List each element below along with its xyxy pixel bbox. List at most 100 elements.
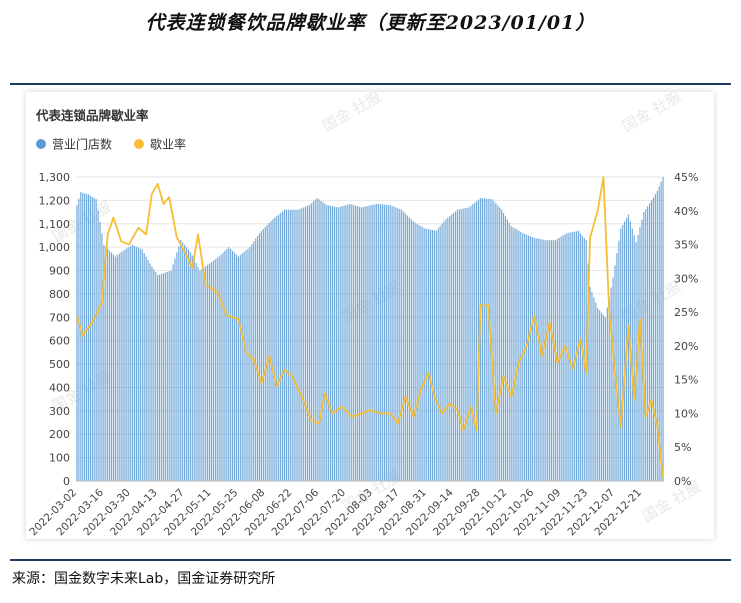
bar	[149, 263, 151, 481]
bar	[276, 215, 278, 481]
bar	[274, 217, 276, 481]
y-axis-left: 0 100 200 300 400 500 600 700 800 900 1,000 1,100 1,…	[39, 171, 71, 488]
bar	[437, 228, 439, 481]
bar	[456, 209, 459, 481]
bar	[185, 247, 188, 481]
y-left-tick-label: 300	[49, 405, 70, 418]
bar	[316, 198, 318, 481]
y-right-tick-label: 45%	[674, 171, 698, 184]
bar	[176, 252, 178, 481]
bar	[345, 205, 347, 482]
bar	[137, 247, 140, 481]
bar	[524, 233, 526, 481]
bar	[404, 213, 407, 481]
bar	[134, 245, 136, 481]
bar	[604, 317, 606, 481]
bar	[241, 253, 243, 481]
bar	[147, 260, 149, 481]
bar	[391, 205, 393, 481]
bar	[470, 205, 472, 481]
bar	[399, 208, 401, 481]
bar	[306, 205, 309, 481]
bar	[280, 212, 282, 481]
bar	[170, 270, 172, 481]
line-path	[76, 176, 664, 478]
bar	[506, 219, 508, 481]
bar	[95, 199, 97, 481]
bar	[258, 233, 261, 481]
bar	[464, 208, 466, 481]
bar	[251, 244, 253, 481]
y-left-tick-label: 600	[49, 335, 70, 348]
bar	[481, 198, 484, 481]
bar	[406, 215, 409, 481]
bar	[516, 229, 518, 481]
bar	[518, 230, 520, 481]
bar	[627, 214, 630, 481]
bar	[333, 206, 336, 481]
y-right-tick-label: 40%	[674, 205, 698, 218]
bar	[368, 205, 370, 481]
bar	[401, 209, 403, 481]
bar	[549, 240, 551, 481]
bar	[560, 236, 562, 481]
watermark-text: 国金 社服	[619, 92, 684, 135]
y-right-tick-label: 25%	[674, 306, 698, 319]
bar	[87, 194, 90, 481]
bar	[381, 204, 384, 481]
bar	[600, 312, 603, 481]
bar	[232, 250, 234, 481]
bar	[139, 248, 141, 481]
bar	[91, 196, 93, 481]
bar	[539, 238, 541, 481]
bar	[364, 206, 366, 481]
bar	[105, 246, 107, 481]
bar	[84, 193, 86, 481]
bar	[153, 269, 155, 481]
chart-title: 代表连锁品牌歇业率	[35, 108, 149, 123]
y-left-tick-label: 1,300	[39, 171, 71, 184]
bar	[499, 207, 501, 481]
bar	[262, 229, 264, 481]
page-title: 代表连锁餐饮品牌歇业率（更新至2023/01/01）	[145, 12, 596, 34]
bar	[502, 213, 505, 481]
bar	[650, 200, 653, 481]
bar	[301, 208, 303, 481]
y-left-tick-label: 0	[63, 475, 70, 488]
bar	[360, 207, 362, 481]
bar	[285, 209, 288, 481]
bar	[602, 314, 605, 481]
bar	[648, 203, 651, 482]
bar	[341, 206, 343, 481]
bar	[222, 252, 224, 481]
bar	[205, 266, 207, 481]
bar	[595, 302, 597, 481]
bar	[479, 198, 482, 481]
bar	[351, 204, 353, 481]
bar	[183, 244, 186, 481]
bar	[80, 192, 82, 481]
bar	[349, 203, 351, 481]
bar	[454, 211, 457, 482]
bar	[441, 223, 443, 481]
bar	[82, 192, 84, 481]
bar	[191, 255, 193, 481]
y-right-tick-label: 10%	[674, 407, 698, 420]
bar	[591, 292, 593, 481]
bar	[76, 205, 78, 482]
bar	[501, 209, 503, 481]
bar	[303, 207, 305, 481]
bar	[203, 267, 205, 481]
bar	[624, 221, 626, 481]
bar-series	[76, 177, 664, 482]
bar	[612, 277, 614, 481]
bar	[193, 259, 195, 481]
bar	[268, 223, 270, 481]
y-right-tick-label: 20%	[674, 340, 698, 353]
bar	[531, 237, 533, 481]
bar	[372, 204, 374, 481]
bar	[593, 297, 595, 481]
bar	[504, 216, 507, 481]
